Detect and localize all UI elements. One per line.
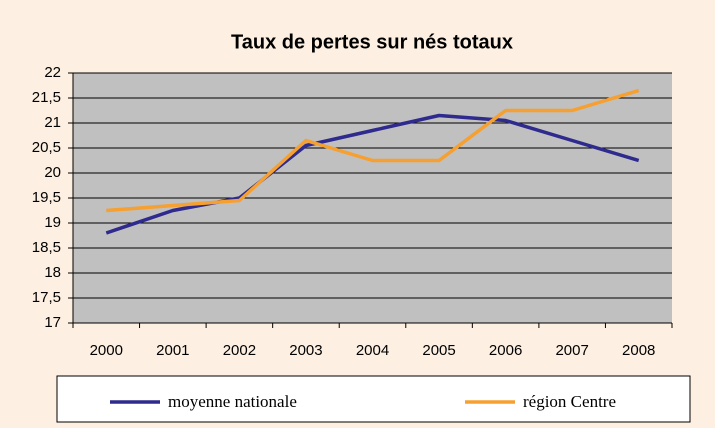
series-line <box>106 88 640 213</box>
x-tick-label: 2006 <box>489 342 522 359</box>
y-tick-label: 18 <box>44 264 61 281</box>
x-tick-label: 2001 <box>156 342 189 359</box>
x-tick-label: 2007 <box>555 342 588 359</box>
x-tick-label: 2008 <box>622 342 655 359</box>
series-line <box>105 113 640 235</box>
y-tick-label: 20 <box>44 164 61 181</box>
y-tick-label: 21 <box>44 114 61 131</box>
y-tick-label: 18,5 <box>32 239 61 256</box>
x-tick-label: 2004 <box>356 342 389 359</box>
x-tick-label: 2005 <box>422 342 455 359</box>
chart-title: Taux de pertes sur nés totaux <box>231 31 513 53</box>
y-tick-label: 17,5 <box>32 289 61 306</box>
y-tick-label: 17 <box>44 314 61 331</box>
x-tick-label: 2003 <box>289 342 322 359</box>
legend-label: région Centre <box>523 392 616 411</box>
y-tick-label: 19,5 <box>32 189 61 206</box>
y-tick-label: 22 <box>44 64 61 81</box>
y-tick-label: 21,5 <box>32 89 61 106</box>
x-tick-label: 2002 <box>223 342 256 359</box>
y-tick-label: 19 <box>44 214 61 231</box>
legend <box>56 375 691 423</box>
legend-label: moyenne nationale <box>168 392 297 411</box>
y-tick-label: 20,5 <box>32 139 61 156</box>
x-tick-label: 2000 <box>90 342 123 359</box>
